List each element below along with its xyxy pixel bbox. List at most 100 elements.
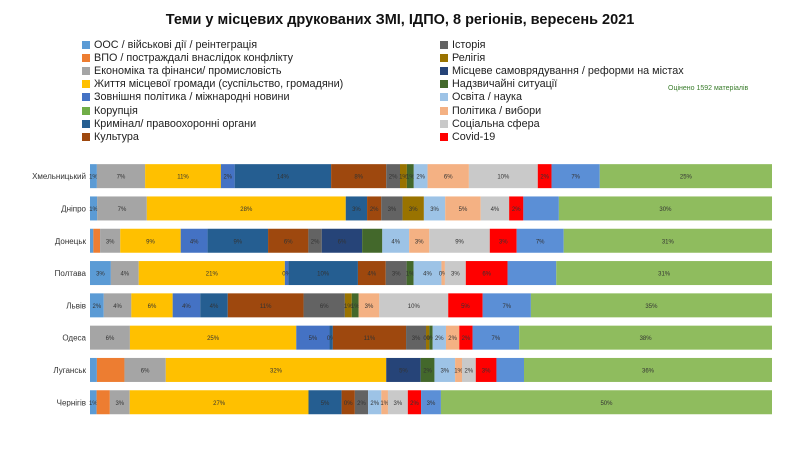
bar-segment	[329, 325, 333, 350]
bar-segment	[124, 357, 166, 382]
data-label: 2%	[223, 175, 232, 181]
data-label: 3%	[388, 207, 397, 213]
bar-segment	[402, 196, 424, 221]
bar-segment	[96, 164, 146, 189]
bar-segment	[288, 261, 358, 286]
sample-size-note: Оцінено 1592 матеріалів	[668, 85, 749, 92]
data-label: 4%	[190, 239, 199, 245]
bar-segment	[96, 390, 110, 415]
data-label: 10%	[408, 304, 421, 310]
bar-segment	[496, 357, 524, 382]
bar-segment	[129, 390, 309, 415]
bar-segment	[509, 196, 524, 221]
data-label: 1%	[89, 401, 98, 407]
data-label: 0%	[439, 272, 448, 278]
data-label: 28%	[240, 207, 253, 213]
data-label: 1%	[344, 304, 353, 310]
legend-item: Covid-19	[440, 130, 780, 143]
legend-item: Політика / вибори	[440, 104, 780, 117]
legend-item: Соціальна сфера	[440, 117, 780, 130]
legend-swatch	[440, 80, 448, 89]
data-label: 7%	[492, 336, 501, 342]
bar-segment	[90, 357, 97, 382]
data-label: 3%	[427, 401, 436, 407]
data-label: 1%	[351, 304, 360, 310]
category-label: Донецьк	[55, 237, 87, 246]
data-label: 30%	[659, 207, 672, 213]
bar-segment	[537, 164, 552, 189]
data-label: 1%	[399, 175, 408, 181]
data-label: 5%	[321, 401, 330, 407]
bar-segment	[386, 357, 421, 382]
data-label: 9%	[146, 239, 155, 245]
bar-segment	[93, 228, 101, 253]
bar-segment	[462, 357, 476, 382]
bar-segment	[556, 261, 772, 286]
legend-swatch	[82, 106, 90, 115]
data-label: 3%	[106, 239, 115, 245]
data-label: 3%	[365, 304, 374, 310]
data-label: 6%	[106, 336, 115, 342]
bar-segment	[468, 164, 538, 189]
bar-segment	[90, 261, 111, 286]
data-label: 25%	[207, 336, 220, 342]
bar-segment	[472, 325, 520, 350]
legend-swatch	[82, 40, 90, 49]
legend-swatch	[82, 66, 90, 75]
legend-label: Зовнішня політика / міжнародні новини	[94, 91, 290, 104]
data-label: 2%	[435, 336, 444, 342]
legend-swatch	[82, 53, 90, 62]
bar-segment	[97, 196, 147, 221]
bar-segment	[432, 325, 446, 350]
bar-segment	[90, 228, 94, 253]
legend-label: ООС / військові дії / реінтеграція	[94, 38, 258, 51]
bar-segment	[444, 261, 466, 286]
legend-item: Історія	[440, 38, 780, 51]
chart-title: Теми у місцевих друкованих ЗМІ, ІДПО, 8 …	[165, 12, 635, 28]
bar-segment	[381, 390, 388, 415]
bar-segment	[120, 228, 181, 253]
bar-segment	[413, 164, 428, 189]
legend-label: Історія	[452, 38, 486, 51]
data-label: 4%	[368, 272, 377, 278]
data-label: 0%	[423, 336, 432, 342]
legend-label: Кримінал/ правоохоронні органи	[94, 117, 257, 130]
bar-segment	[434, 357, 456, 382]
data-label: 4%	[120, 272, 129, 278]
bar-segment	[507, 261, 557, 286]
bar-segment	[448, 293, 483, 318]
bar-segment	[357, 261, 386, 286]
legend-swatch	[82, 80, 90, 89]
legend-swatch	[82, 119, 90, 128]
data-label: 0%	[282, 272, 291, 278]
legend-swatch	[440, 53, 448, 62]
data-label: 3%	[412, 336, 421, 342]
data-label: 9%	[233, 239, 242, 245]
legend-right-column: Історія Релігія Місцеве самоврядування / р…	[440, 38, 780, 144]
bar-segment	[599, 164, 772, 189]
bar-segment	[480, 196, 510, 221]
data-label: 3%	[499, 239, 508, 245]
bar-segment	[523, 196, 559, 221]
data-label: 1%	[89, 207, 98, 213]
bar-segment	[90, 164, 97, 189]
bar-segment	[489, 228, 517, 253]
bar-segment	[351, 293, 359, 318]
bar-segment	[367, 196, 382, 221]
bar-segment	[386, 164, 400, 189]
bar-segment	[110, 261, 139, 286]
bar-segment	[96, 357, 125, 382]
data-label: 4%	[391, 239, 400, 245]
data-label: 21%	[206, 272, 219, 278]
bar-segment	[331, 164, 387, 189]
data-label: 11%	[364, 336, 376, 342]
data-label: 2%	[389, 175, 398, 181]
data-label: 10%	[497, 175, 510, 181]
data-label: 2%	[465, 368, 474, 374]
legend-swatch	[440, 93, 448, 102]
legend-label: Економіка та фінанси/ промисловість	[94, 64, 282, 77]
data-label: 0%	[327, 336, 336, 342]
data-label: 25%	[680, 175, 693, 181]
legend-swatch	[82, 132, 90, 141]
data-label: 3%	[415, 239, 424, 245]
